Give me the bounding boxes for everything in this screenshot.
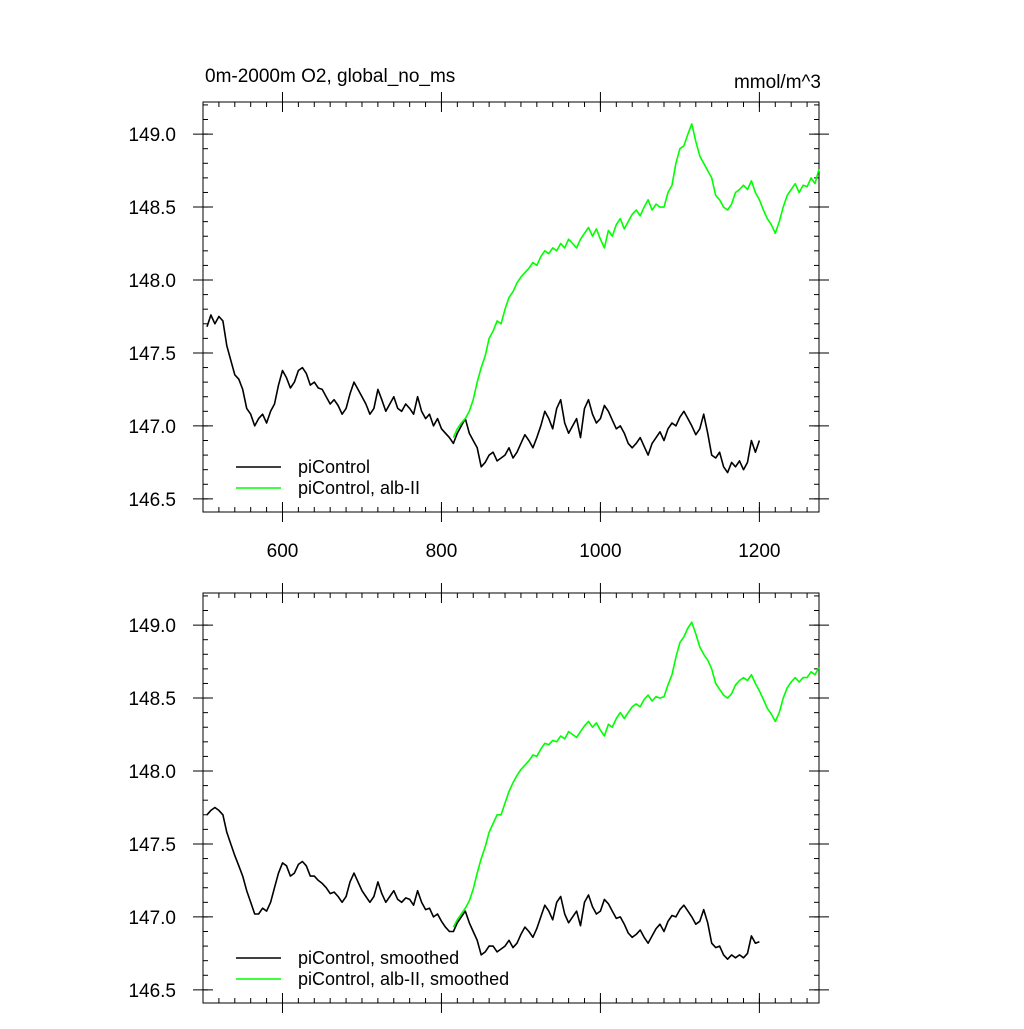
y-tick-label: 146.5	[128, 981, 176, 1002]
plot-frame	[202, 592, 820, 1004]
x-tick-label: 1200	[738, 541, 780, 562]
y-tick-label: 148.0	[128, 271, 176, 292]
y-tick-label: 147.5	[128, 344, 176, 365]
series-line-alb-ii	[452, 621, 820, 928]
legend-label: piControl	[298, 457, 370, 477]
x-tick-label: 1000	[579, 541, 621, 562]
y-tick-label: 147.0	[128, 417, 176, 438]
y-tick-label: 147.5	[128, 835, 176, 856]
series-line-picontrol	[206, 806, 760, 961]
legend-label: piControl, smoothed	[298, 948, 459, 968]
y-tick-label: 148.5	[128, 689, 176, 710]
legend-label: piControl, alb-II, smoothed	[298, 969, 509, 989]
chart-title: 0m-2000m O2, global_no_ms	[205, 66, 455, 87]
x-tick-label: 800	[426, 541, 458, 562]
plot-frame	[202, 101, 820, 513]
legend-label: piControl, alb-II	[298, 478, 420, 498]
bottom-panel: 146.5 147.0 147.5 148.0 148.5 149.0 piControl,…	[128, 583, 829, 1013]
y-tick-label: 146.5	[128, 490, 176, 511]
series-line-picontrol	[206, 314, 761, 474]
y-tick-label: 148.0	[128, 762, 176, 783]
x-tick-label: 600	[267, 541, 299, 562]
y-tick-label: 149.0	[128, 125, 176, 146]
series-line-alb-ii	[452, 123, 820, 438]
y-tick-label: 147.0	[128, 908, 176, 929]
units-label: mmol/m^3	[734, 72, 821, 93]
y-tick-label: 148.5	[128, 198, 176, 219]
top-panel: 600 800 1000 1200 146.5 147.0 147.5 148.0 148.5 1…	[128, 66, 829, 562]
y-tick-label: 149.0	[128, 616, 176, 637]
